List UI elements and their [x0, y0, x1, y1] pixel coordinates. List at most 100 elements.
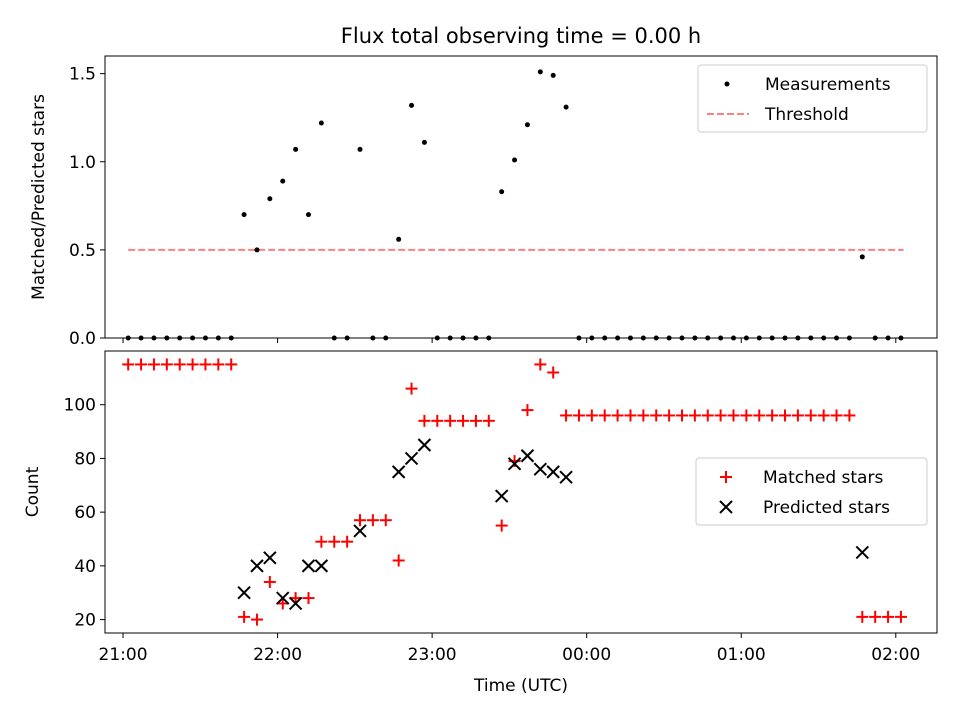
matched-star-point-36: [585, 409, 598, 422]
measurement-point-15: [318, 120, 324, 126]
matched-star-point-40: [637, 409, 650, 422]
measurement-point-22: [409, 102, 415, 108]
matched-star-point-9: [238, 610, 251, 623]
top-y-tick-label-2: 1.0: [69, 153, 96, 173]
matched-star-point-54: [817, 409, 830, 422]
measurement-point-32: [537, 69, 543, 75]
legend-predicted-marker: [719, 500, 733, 514]
predicted-star-point-11: [494, 489, 509, 503]
predicted-star-point-2: [263, 551, 277, 565]
matched-star-point-19: [366, 514, 379, 527]
matched-star-point-46: [714, 409, 727, 422]
matched-star-point-53: [804, 409, 817, 422]
measurement-point-14: [305, 212, 311, 218]
matched-star-point-23: [418, 414, 431, 427]
predicted-star-point-10: [417, 438, 432, 452]
matched-star-point-51: [779, 409, 792, 422]
matched-star-point-56: [843, 409, 856, 422]
matched-star-point-18: [354, 514, 367, 527]
matched-star-point-43: [675, 409, 688, 422]
matched-star-point-4: [173, 358, 186, 371]
measurement-point-29: [499, 189, 505, 195]
matched-star-point-25: [444, 414, 457, 427]
x-axis-label: Time (UTC): [473, 676, 568, 696]
measurement-point-57: [859, 254, 865, 260]
predicted-star-point-7: [353, 524, 367, 538]
matched-star-point-50: [766, 409, 779, 422]
matched-star-point-28: [482, 414, 495, 427]
top-y-tick-label-3: 1.5: [69, 65, 96, 85]
bottom-legend: Matched stars Predicted stars: [695, 457, 928, 526]
predicted-star-point-16: [559, 470, 573, 484]
bottom-legend-box: [695, 457, 928, 526]
matched-star-point-8: [225, 358, 238, 371]
matched-star-point-14: [302, 592, 315, 605]
bottom-y-tick-label-3: 80: [74, 449, 96, 469]
bottom-y-tick-label-2: 60: [74, 503, 96, 523]
legend-matched-marker: [720, 471, 732, 483]
matched-star-point-32: [534, 358, 547, 371]
matched-star-point-31: [521, 404, 534, 417]
x-tick-label-5: 02:00: [871, 645, 920, 665]
x-tick-label-1: 22:00: [253, 645, 302, 665]
top-y-axis: 0.0 0.5 1.0 1.5: [69, 65, 105, 349]
matched-star-point-0: [122, 358, 135, 371]
matched-star-point-15: [315, 535, 328, 548]
measurement-point-21: [396, 236, 402, 242]
legend-predicted-label: Predicted stars: [763, 498, 890, 518]
legend-measurements-label: Measurements: [765, 75, 891, 95]
predicted-star-point-14: [533, 462, 548, 476]
bottom-axes-frame: [104, 350, 938, 634]
matched-star-point-16: [328, 535, 341, 548]
matched-star-point-45: [701, 409, 714, 422]
legend-threshold-label: Threshold: [764, 105, 849, 125]
measurement-point-34: [563, 104, 569, 110]
matched-star-point-41: [650, 409, 663, 422]
predicted-star-point-17: [855, 545, 870, 560]
chart-title: Flux total observing time = 0.00 h: [341, 24, 701, 48]
predicted-star-point-12: [507, 457, 522, 471]
predicted-star-point-4: [288, 596, 303, 611]
bottom-y-tick-label-0: 20: [74, 611, 96, 631]
top-y-tick-label-1: 0.5: [69, 241, 96, 261]
matched-star-point-11: [263, 575, 276, 588]
matched-star-point-29: [495, 519, 508, 532]
matched-star-point-24: [431, 414, 444, 427]
measurement-point-18: [357, 146, 363, 152]
top-y-axis-label: Matched/Predicted stars: [29, 94, 49, 300]
matched-star-point-20: [379, 514, 392, 527]
predicted-star-point-3: [276, 591, 290, 605]
matched-star-point-3: [160, 358, 173, 371]
measurement-point-31: [524, 122, 530, 128]
x-tick-label-3: 00:00: [562, 645, 611, 665]
matched-star-point-17: [341, 535, 354, 548]
matched-star-point-47: [727, 409, 740, 422]
top-x-ticks: [122, 338, 897, 343]
matched-star-point-34: [560, 409, 573, 422]
x-tick-label-4: 01:00: [717, 645, 766, 665]
matched-star-point-52: [791, 409, 804, 422]
measurement-point-13: [293, 146, 299, 152]
bottom-y-axis-label: Count: [23, 466, 43, 517]
matched-star-point-38: [611, 409, 624, 422]
measurement-point-11: [267, 196, 273, 202]
matched-star-point-10: [250, 613, 263, 626]
matched-star-point-2: [147, 358, 160, 371]
matched-star-point-6: [199, 358, 212, 371]
top-y-tick-label-0: 0.0: [69, 329, 96, 349]
predicted-star-point-1: [250, 559, 264, 573]
matched-star-point-49: [753, 409, 766, 422]
bottom-y-tick-label-4: 100: [64, 396, 96, 416]
bottom-marks: [122, 358, 907, 626]
matched-star-point-44: [688, 409, 701, 422]
matched-star-point-55: [830, 409, 843, 422]
matched-star-point-27: [469, 414, 482, 427]
bottom-x-axis: 21:00 22:00 23:00 00:00 01:00 02:00: [99, 633, 920, 665]
matched-star-point-1: [135, 358, 148, 371]
top-panel: 0.0 0.5 1.0 1.5 Matched/Predicted stars Mea…: [29, 55, 938, 349]
matched-star-point-35: [572, 409, 585, 422]
matched-star-point-26: [457, 414, 470, 427]
matched-star-point-42: [663, 409, 676, 422]
x-tick-label-2: 23:00: [408, 645, 457, 665]
matched-star-point-58: [869, 610, 882, 623]
